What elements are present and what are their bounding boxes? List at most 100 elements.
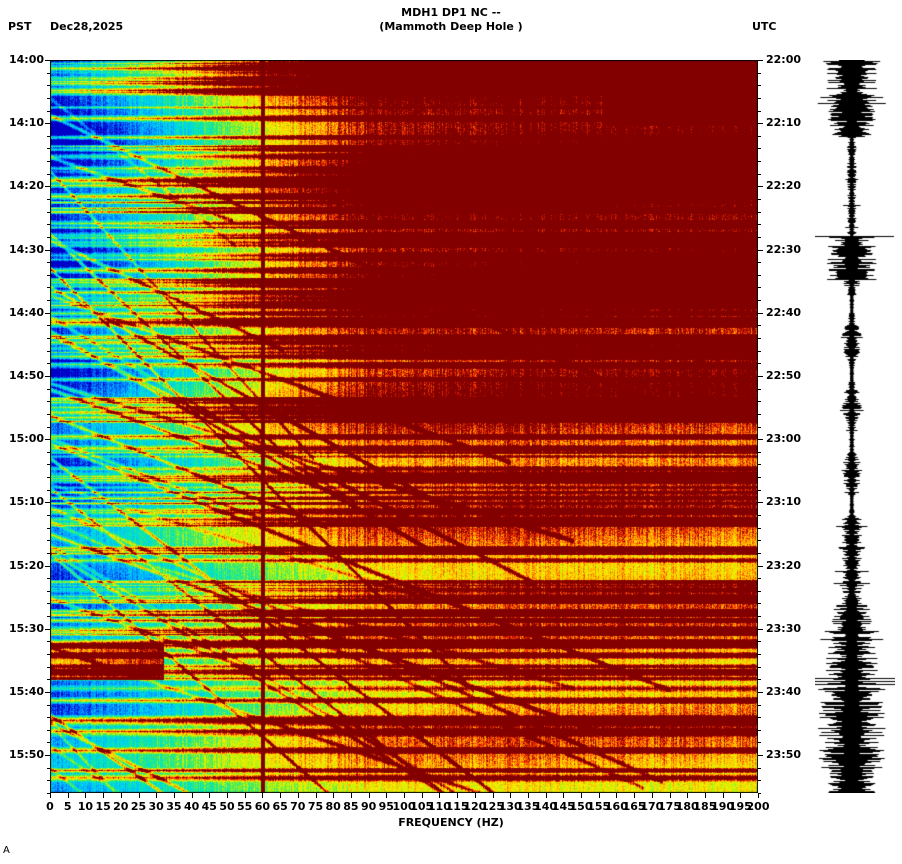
minor-tick-mark [758,767,761,769]
time-tick-right: 22:50 [766,368,802,382]
minor-tick-mark [758,729,761,731]
frequency-tick-label: 140 [534,800,558,813]
minor-tick-mark [47,603,50,605]
tick-mark [651,793,653,798]
tick-mark [758,186,763,188]
spectrogram-canvas [50,60,758,793]
frequency-tick-label: 65 [272,800,288,813]
minor-tick-mark [758,363,761,365]
frequency-tick-label: 40 [183,800,200,813]
frequency-tick-label: 130 [498,800,522,813]
minor-tick-mark [47,679,50,681]
minor-tick-mark [758,401,761,403]
tick-mark [758,249,763,251]
time-tick-right: 23:50 [766,748,802,762]
frequency-tick-label: 180 [675,800,699,813]
tick-mark [368,793,370,798]
minor-tick-mark [47,262,50,264]
time-tick-right: 22:00 [766,53,802,66]
tick-mark [45,691,50,693]
tick-mark [45,628,50,630]
tick-mark [350,793,352,798]
minor-tick-mark [47,135,50,137]
minor-tick-mark [47,274,50,276]
minor-tick-mark [758,173,761,175]
frequency-tick-label: 150 [569,800,593,813]
timezone-label-left: PST [8,20,32,33]
minor-tick-mark [47,401,50,403]
seismogram-panel[interactable] [815,60,895,793]
tick-mark [333,793,335,798]
tick-mark [67,793,69,798]
tick-mark [45,123,50,125]
time-tick-right: 23:40 [766,684,802,698]
frequency-tick-label: 145 [551,800,575,813]
minor-tick-mark [47,236,50,238]
minor-tick-mark [758,742,761,744]
tick-mark [191,793,193,798]
frequency-tick-label: 115 [445,800,469,813]
tick-mark [457,793,459,798]
tick-mark [758,123,763,125]
minor-tick-mark [758,540,761,542]
minor-tick-mark [47,578,50,580]
frequency-tick-label: 195 [728,800,752,813]
minor-tick-mark [47,85,50,87]
spectrogram-plot[interactable] [50,60,758,793]
tick-mark [85,793,87,798]
minor-tick-mark [47,767,50,769]
minor-tick-mark [47,552,50,554]
minor-tick-mark [47,413,50,415]
tick-mark [758,375,763,377]
minor-tick-mark [47,451,50,453]
date-label: Dec28,2025 [50,20,124,33]
tick-mark [45,186,50,188]
frequency-tick-label: 45 [201,800,217,813]
frequency-tick-label: 35 [166,800,182,813]
minor-tick-mark [758,338,761,340]
minor-tick-mark [47,211,50,213]
tick-mark [45,60,50,61]
frequency-tick-label: 125 [481,800,504,813]
tick-mark [280,793,282,798]
minor-tick-mark [47,300,50,302]
tick-mark [103,793,105,798]
minor-tick-mark [47,363,50,365]
tick-mark [669,793,671,798]
time-tick-left: 15:40 [8,684,44,698]
frequency-tick-label: 20 [113,800,129,813]
minor-tick-mark [47,653,50,655]
minor-tick-mark [758,211,761,213]
minor-tick-mark [758,514,761,516]
tick-mark [704,793,706,798]
minor-tick-mark [47,780,50,782]
tick-mark [45,755,50,757]
tick-mark [758,502,763,504]
minor-tick-mark [47,287,50,289]
tick-mark [616,793,618,798]
minor-tick-mark [47,590,50,592]
time-tick-right: 23:20 [766,558,802,572]
tick-mark [758,755,763,757]
time-tick-left: 15:50 [8,748,44,762]
tick-mark [758,628,763,630]
minor-tick-mark [47,540,50,542]
minor-tick-mark [758,262,761,264]
minor-tick-mark [758,300,761,302]
time-tick-right: 22:30 [766,242,802,256]
tick-mark [439,793,441,798]
time-tick-left: 15:00 [8,432,44,446]
minor-tick-mark [47,426,50,428]
minor-tick-mark [758,388,761,390]
tick-mark [545,793,547,798]
tick-mark [510,793,512,798]
minor-tick-mark [758,350,761,352]
minor-tick-mark [47,793,50,794]
time-tick-left: 14:00 [8,53,44,66]
minor-tick-mark [47,72,50,74]
time-tick-left: 14:20 [8,179,44,193]
corner-mark: A [3,845,10,856]
minor-tick-mark [758,224,761,226]
minor-tick-mark [47,325,50,327]
minor-tick-mark [758,451,761,453]
